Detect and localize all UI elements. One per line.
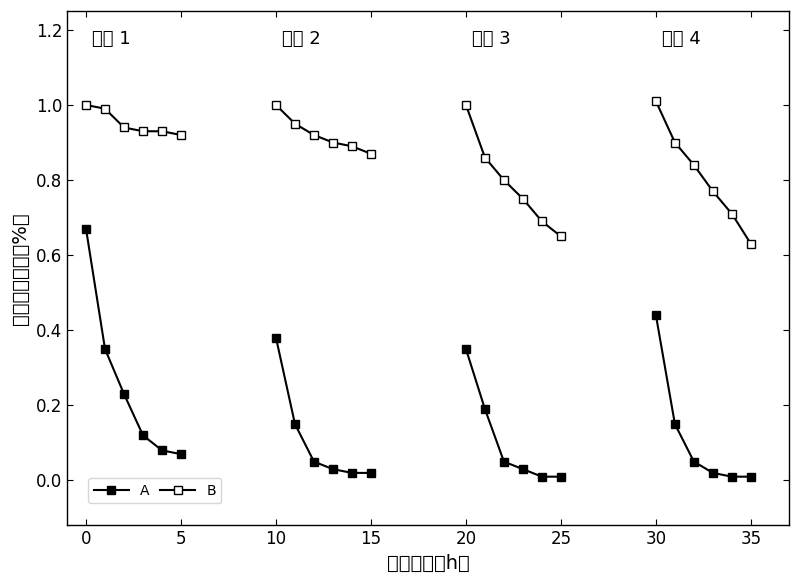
Legend: A, B: A, B <box>89 478 222 503</box>
A <box>176 451 186 458</box>
Text: 循环 3: 循环 3 <box>472 30 510 48</box>
Text: 循环 4: 循环 4 <box>662 30 700 48</box>
Line: B: B <box>82 101 185 139</box>
Y-axis label: 甲基橙降解率（%）: 甲基橙降解率（%） <box>11 212 30 325</box>
B <box>138 128 148 135</box>
A <box>119 391 129 398</box>
Text: 循环 1: 循环 1 <box>92 30 130 48</box>
Line: A: A <box>82 225 185 458</box>
A <box>158 447 167 454</box>
B <box>82 102 91 109</box>
A <box>100 346 110 353</box>
Text: 循环 2: 循环 2 <box>282 30 321 48</box>
B <box>119 124 129 131</box>
B <box>176 131 186 138</box>
A <box>82 225 91 232</box>
A <box>138 432 148 439</box>
B <box>158 128 167 135</box>
B <box>100 105 110 112</box>
X-axis label: 光照时间（h）: 光照时间（h） <box>386 554 470 573</box>
